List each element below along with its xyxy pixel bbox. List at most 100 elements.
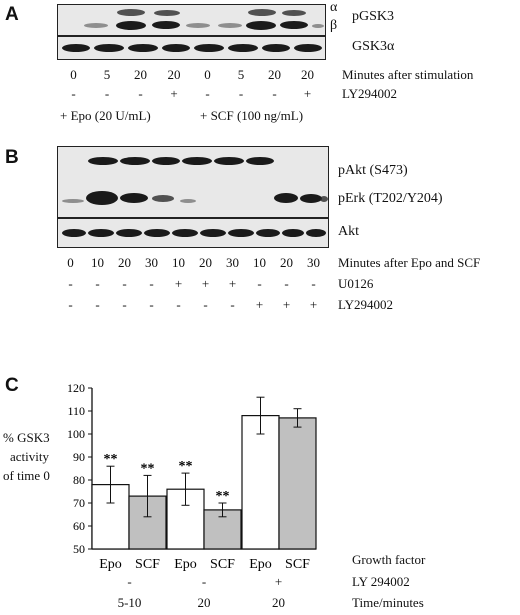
perk-label: pErk (T202/Y204): [338, 191, 443, 206]
band-alpha-label: α: [330, 0, 338, 15]
ly-cell: +: [303, 86, 312, 101]
minutes-cell: 10: [253, 255, 266, 270]
minutes-cell: 20: [134, 67, 147, 82]
ylabel-line2: activity: [10, 449, 49, 464]
time-label: Time/minutes: [352, 595, 424, 610]
akt-blot: [57, 218, 329, 248]
growth-factor-label: Growth factor: [352, 552, 426, 567]
panel-c-ly-row: - - +: [92, 574, 316, 590]
ylabel-line3: of time 0: [3, 468, 50, 483]
ly-sign: +: [274, 574, 283, 589]
panel-b-u0126-label: U0126: [338, 276, 374, 291]
category-label: SCF: [210, 557, 235, 572]
ly-cell: +: [282, 297, 291, 312]
ly-cell: -: [71, 86, 76, 101]
bar: [278, 417, 317, 550]
ly-cell: -: [205, 86, 210, 101]
significance-marker: **: [179, 459, 193, 474]
time-value: 20: [197, 595, 211, 610]
minutes-cell: 20: [167, 67, 181, 82]
ly-cell: -: [122, 297, 127, 312]
bar: [241, 415, 280, 550]
band-beta-label: β: [330, 18, 338, 33]
u0126-cell: +: [201, 276, 210, 291]
akt-label: Akt: [338, 224, 359, 239]
y-tick-label: 80: [73, 473, 85, 487]
ly-sign: -: [201, 574, 207, 589]
significance-marker: **: [104, 452, 118, 467]
panel-a-ly-label: LY294002: [342, 86, 398, 101]
pakt-perk-blot: [57, 146, 329, 218]
minutes-cell: 5: [237, 67, 245, 82]
minutes-cell: 20: [268, 67, 281, 82]
panel-b-ly-label: LY294002: [338, 297, 394, 312]
u0126-cell: -: [257, 276, 262, 291]
epo-condition-label: + Epo (20 U/mL): [60, 108, 151, 123]
minutes-cell: 30: [145, 255, 158, 270]
pakt-label: pAkt (S473): [338, 163, 408, 178]
minutes-cell: 0: [67, 255, 74, 270]
bar: [91, 484, 130, 550]
ly-cell: +: [309, 297, 318, 312]
panel-c-ly-label: LY 294002: [352, 574, 410, 589]
minutes-cell: 20: [301, 67, 314, 82]
panel-a-minutes-label: Minutes after stimulation: [342, 67, 474, 82]
u0126-cell: +: [228, 276, 237, 291]
panel-b-u0126-row: - - - - + + + - - -: [57, 276, 327, 292]
ly-cell: -: [238, 86, 244, 101]
ly-cell: -: [176, 297, 181, 312]
scf-condition-label: + SCF (100 ng/mL): [200, 108, 304, 123]
minutes-cell: 20: [199, 255, 212, 270]
pgsk3-blot: [57, 4, 326, 36]
u0126-cell: +: [174, 276, 183, 291]
gsk3a-label: GSK3α: [352, 39, 395, 54]
ly-cell: -: [203, 297, 208, 312]
u0126-cell: -: [311, 276, 316, 291]
panel-b-ly-row: - - - - - - - + + +: [57, 297, 327, 313]
ly-cell: -: [138, 86, 143, 101]
category-label: Epo: [249, 557, 272, 572]
minutes-cell: 5: [103, 67, 111, 82]
u0126-cell: -: [95, 276, 100, 291]
minutes-cell: 30: [307, 255, 320, 270]
ly-cell: -: [149, 297, 154, 312]
ylabel-line1: % GSK3: [3, 430, 50, 445]
minutes-cell: 0: [70, 67, 77, 82]
y-tick-label: 100: [67, 427, 85, 441]
y-tick-label: 60: [73, 519, 85, 533]
category-label: SCF: [285, 557, 310, 572]
panel-c-letter: C: [5, 375, 19, 396]
gsk3a-blot: [57, 36, 326, 60]
ly-cell: -: [95, 297, 100, 312]
minutes-cell: 30: [226, 255, 239, 270]
panel-a-ly-row: - - - + - - - +: [57, 86, 324, 102]
minutes-cell: 20: [280, 255, 293, 270]
panel-b-letter: B: [5, 147, 19, 168]
panel-a-minutes-row: 0 5 20 20 0 5 20 20: [57, 67, 324, 83]
minutes-cell: 10: [91, 255, 104, 270]
panel-a-letter: A: [5, 4, 19, 25]
minutes-cell: 10: [172, 255, 185, 270]
y-tick-label: 120: [67, 381, 85, 395]
pgsk3-label: pGSK3: [352, 9, 395, 24]
u0126-cell: -: [122, 276, 127, 291]
minutes-cell: 0: [204, 67, 211, 82]
category-label: SCF: [135, 557, 160, 572]
category-label: Epo: [174, 557, 197, 572]
u0126-cell: -: [68, 276, 73, 291]
significance-marker: **: [141, 461, 155, 476]
time-value: 5-10: [117, 595, 142, 610]
panel-b-minutes-label: Minutes after Epo and SCF: [338, 255, 481, 270]
y-tick-label: 50: [73, 542, 85, 556]
ly-cell: -: [104, 86, 110, 101]
ly-cell: +: [170, 86, 178, 101]
minutes-cell: 20: [118, 255, 131, 270]
u0126-cell: -: [284, 276, 289, 291]
ly-cell: -: [68, 297, 73, 312]
ly-cell: -: [272, 86, 277, 101]
time-value: 20: [272, 595, 285, 610]
y-tick-label: 70: [73, 496, 85, 510]
panel-c-time-row: 5-10 20 20: [92, 595, 316, 611]
y-tick-label: 110: [67, 404, 85, 418]
